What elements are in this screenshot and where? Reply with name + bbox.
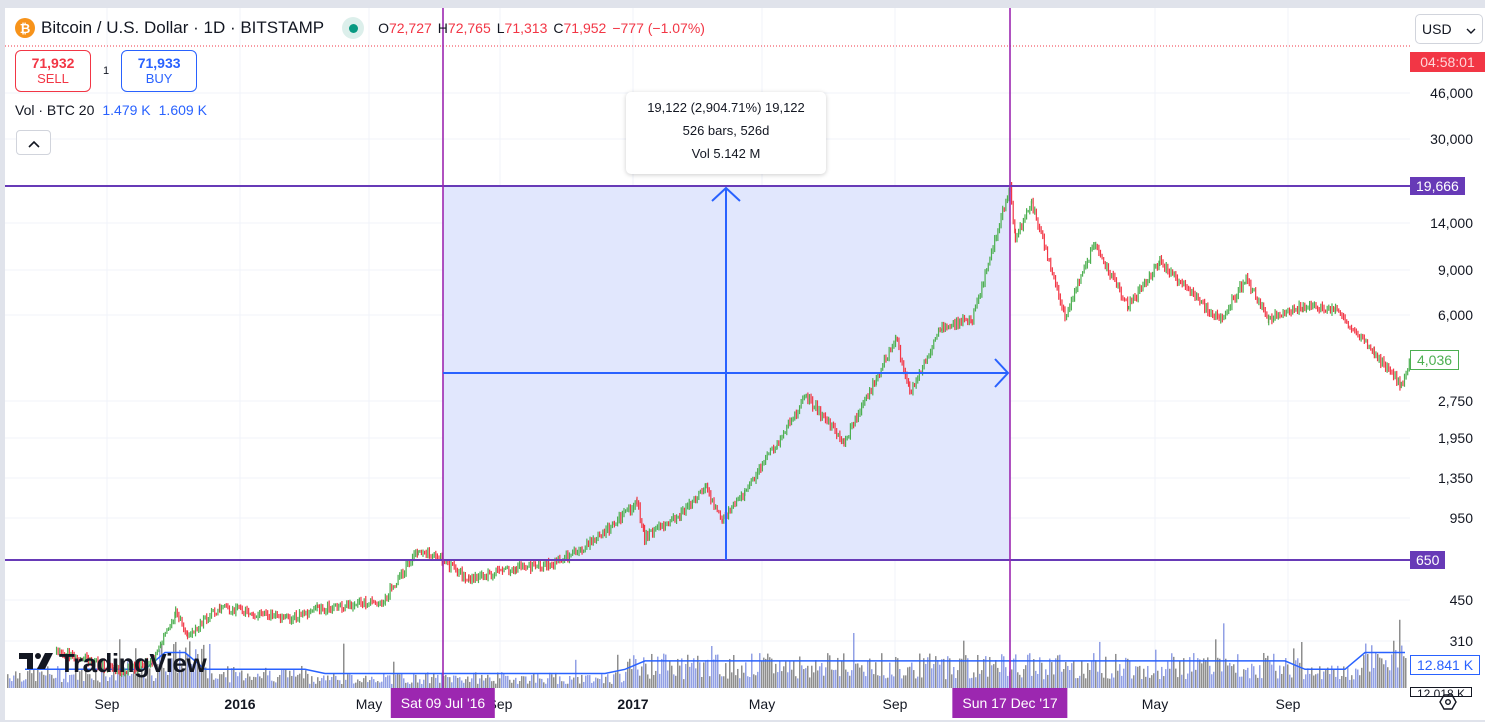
chart-window: ₿ Bitcoin / U.S. Dollar · 1D · BITSTAMP … [5, 8, 1485, 720]
price-tick: 46,000 [1430, 85, 1473, 101]
high-value: H72,765 [437, 20, 491, 36]
time-tick: 2016 [224, 696, 256, 712]
price-tick: 30,000 [1430, 131, 1473, 147]
price-tick: 9,000 [1437, 262, 1473, 278]
volume-last-badge: 12.018 K [1410, 687, 1473, 697]
market-live-dot-icon [342, 17, 365, 39]
price-tick: 14,000 [1430, 215, 1473, 231]
price-tick: 310 [1449, 633, 1473, 649]
volume-legend-label: Vol · BTC 20 [15, 102, 95, 118]
spread-value: 1 [103, 65, 110, 77]
symbol-legend: ₿ Bitcoin / U.S. Dollar · 1D · BITSTAMP … [15, 17, 705, 39]
chart-settings-button[interactable] [1410, 688, 1485, 720]
close-value: C71,952 [553, 20, 607, 36]
price-chart[interactable] [5, 8, 1410, 688]
low-level-badge: 650 [1410, 551, 1446, 569]
volume-value: 1.479 K [102, 102, 151, 118]
time-tick: Sep [1275, 696, 1301, 712]
volume-ma-value: 1.609 K [158, 102, 207, 118]
low-value: L71,313 [496, 20, 548, 36]
trade-buttons: 71,932 SELL 1 71,933 BUY [15, 50, 198, 92]
chevron-down-icon [1466, 21, 1476, 37]
symbol-title[interactable]: Bitcoin / U.S. Dollar · 1D · BITSTAMP [41, 18, 325, 37]
time-tick: May [748, 696, 776, 712]
measure-bars: 526 bars, 526d [682, 123, 770, 138]
measure-tooltip: 19,122 (2,904.71%) 19,122 526 bars, 526d… [626, 92, 826, 174]
price-axis[interactable]: USD 04:58:01 46,000 30,000 14,000 9,000 6,00… [1410, 8, 1485, 697]
bitcoin-icon: ₿ [15, 18, 35, 38]
time-tick: May [1141, 696, 1169, 712]
measure-volume: Vol 5.142 M [691, 146, 761, 161]
volume-bars [7, 619, 1407, 688]
range-start-date-badge: Sat 09 Jul '16 [390, 688, 496, 718]
currency-select[interactable]: USD [1415, 14, 1483, 44]
open-value: O72,727 [378, 20, 432, 36]
change-value: −777 (−1.07%) [612, 20, 705, 36]
range-end-date-badge: Sun 17 Dec '17 [952, 688, 1068, 718]
price-tick: 1,950 [1437, 430, 1473, 446]
time-tick: Sep [882, 696, 908, 712]
chart-pane[interactable]: ₿ Bitcoin / U.S. Dollar · 1D · BITSTAMP … [5, 8, 1410, 688]
sell-button[interactable]: 71,932 SELL [15, 50, 91, 92]
buy-button[interactable]: 71,933 BUY [121, 50, 198, 92]
price-candles [55, 181, 1410, 678]
time-tick: 2017 [617, 696, 649, 712]
bar-countdown: 04:58:01 [1410, 52, 1485, 72]
price-tick: 450 [1449, 592, 1473, 608]
time-tick: Sep [94, 696, 120, 712]
collapse-legend-button[interactable] [16, 130, 51, 155]
price-tick: 1,350 [1437, 470, 1473, 486]
tradingview-logo[interactable]: TradingView [19, 648, 207, 679]
high-level-badge: 19,666 [1410, 177, 1465, 195]
time-tick: May [355, 696, 383, 712]
measure-price-change: 19,122 (2,904.71%) 19,122 [647, 100, 805, 115]
settings-hexagon-icon [1438, 692, 1458, 717]
tradingview-logo-icon [19, 650, 55, 678]
price-tick: 950 [1449, 510, 1473, 526]
time-axis[interactable]: Sep 2016 May Sep 2017 May Sep May Sep Sat 09 Jul… [5, 688, 1410, 720]
price-tick: 2,750 [1437, 393, 1473, 409]
volume-ma-badge: 12.841 K [1410, 655, 1481, 675]
chevron-up-icon [27, 135, 40, 151]
last-price-badge: 4,036 [1410, 350, 1460, 370]
volume-legend[interactable]: Vol · BTC 20 1.479 K 1.609 K [15, 102, 207, 118]
price-tick: 6,000 [1437, 307, 1473, 323]
